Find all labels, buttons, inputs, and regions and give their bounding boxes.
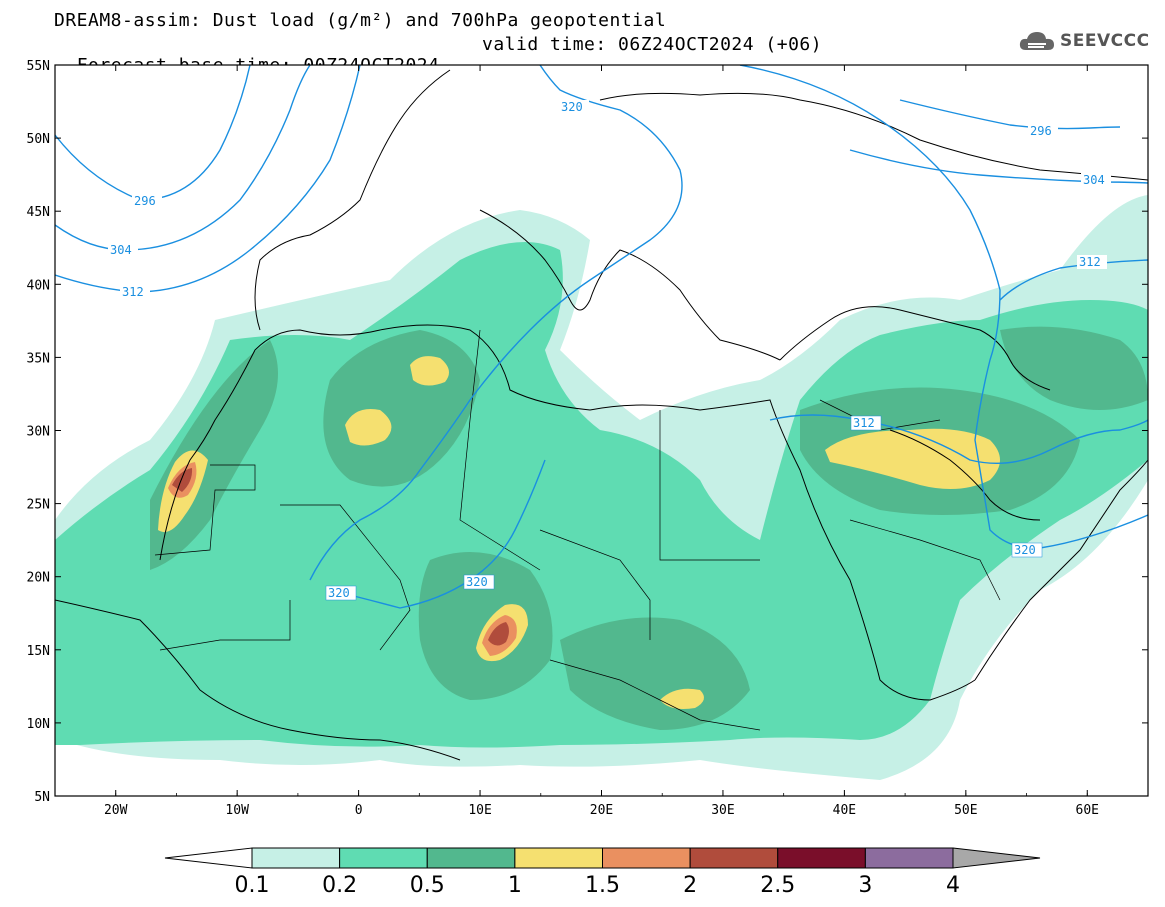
longitude-axis: 20W 10W 0 10E 20E 30E 40E 50E 60E (54, 65, 1149, 818)
dust-region-yellow (345, 409, 392, 446)
contour-label: 320 (1014, 543, 1036, 557)
colorbar-label: 2.5 (760, 873, 795, 898)
dust-region-dark (1000, 326, 1148, 410)
colorbar-label: 3 (858, 873, 872, 898)
map-title: DREAM8-assim: Dust load (g/m²) and 700hP… (54, 10, 667, 31)
contour-label: 304 (1083, 173, 1105, 187)
contour-320 (309, 65, 683, 581)
dust-region-red (488, 622, 509, 646)
seevccc-logo: SEEVCCC (1018, 28, 1150, 54)
contour-label-group: 296 304 312 320 320 320 296 304 312 312 … (108, 100, 1111, 601)
colorbar-box (426, 847, 516, 869)
contour-label: 296 (1030, 124, 1052, 138)
lon-label: 10E (468, 803, 491, 818)
contour-label: 296 (134, 194, 156, 208)
contour-label: 304 (110, 243, 132, 257)
dust-region-yellow (825, 428, 1000, 489)
colorbar-label: 0.5 (410, 873, 445, 898)
colorbar-label: 0.2 (322, 873, 357, 898)
lat-label: 25N (27, 498, 50, 513)
lat-label: 10N (27, 717, 50, 732)
colorbar-label: 2 (683, 873, 697, 898)
colorbar-over-triangle (952, 847, 1041, 869)
lon-label: 20E (590, 803, 613, 818)
lat-label: 35N (27, 351, 50, 366)
contour-label: 312 (853, 416, 875, 430)
colorbar-box (689, 847, 779, 869)
dust-shading (55, 195, 1148, 780)
lat-label: 50N (27, 132, 50, 147)
valid-time: valid time: 06Z24OCT2024 (+06) (482, 34, 823, 55)
contour-label: 320 (328, 586, 350, 600)
lat-label: 55N (27, 59, 50, 74)
lat-label: 45N (27, 205, 50, 220)
colorbar-box (864, 847, 954, 869)
cloud-icon (1019, 32, 1054, 50)
logo-text: SEEVCCC (1060, 31, 1150, 51)
contour-label: 320 (466, 575, 488, 589)
lon-label: 40E (833, 803, 856, 818)
lat-label: 5N (34, 790, 50, 805)
colorbar-box (777, 847, 866, 869)
contour-label: 312 (122, 285, 144, 299)
dust-region-red (172, 468, 193, 492)
country-borders (154, 329, 1001, 731)
colorbar-label: 1.5 (585, 873, 620, 898)
contour-label: 320 (561, 100, 583, 114)
colorbar-box (339, 847, 428, 869)
lon-label: 50E (954, 803, 977, 818)
contour-312-east (769, 414, 1148, 464)
colorbar-label: 1 (508, 873, 522, 898)
lon-label: 10W (225, 803, 249, 818)
lat-label: 15N (27, 644, 50, 659)
contour-label: 312 (1079, 255, 1101, 269)
lat-label: 20N (27, 571, 50, 586)
dust-region-yellow (660, 688, 704, 709)
lat-label: 30N (27, 425, 50, 440)
contour-312-ne (999, 259, 1148, 301)
colorbar-box (251, 847, 341, 869)
dust-region-yellow (410, 356, 449, 386)
lon-label: 30E (711, 803, 734, 818)
lon-label: 20W (104, 803, 128, 818)
colorbar-under-triangle (164, 847, 253, 869)
colorbar: 0.1 0.2 0.5 1 1.5 2 2.5 3 4 (164, 847, 1041, 898)
colorbar-box (514, 847, 603, 869)
colorbar-box (602, 847, 691, 869)
contour-304-east (849, 149, 1148, 184)
contour-296-west (55, 65, 251, 201)
lat-label: 40N (27, 278, 50, 293)
colorbar-label: 0.1 (235, 873, 270, 898)
dust-region-medium (55, 242, 1148, 748)
latitude-axis: 5N 10N 15N 20N 25N 30N 35N 40N 45N 50N 55N (27, 59, 1148, 805)
lon-label: 60E (1076, 803, 1099, 818)
colorbar-label: 4 (946, 873, 960, 898)
lon-label: 0 (355, 803, 363, 818)
